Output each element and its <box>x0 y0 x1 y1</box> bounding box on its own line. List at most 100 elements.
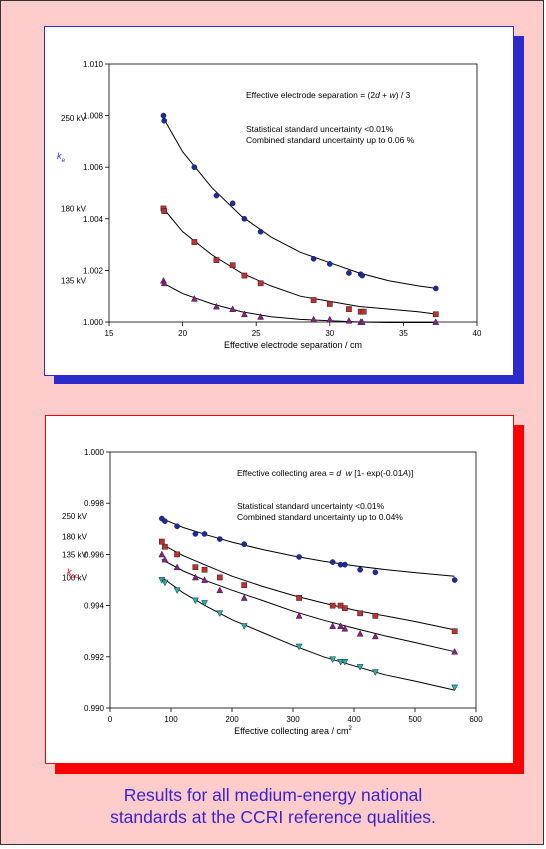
x-tick-label: 35 <box>399 329 408 338</box>
collecting-area-chart: 0.990 0.992 0.994 0.996 0.998 1.000 0 100 200 300… <box>62 448 483 736</box>
data-point <box>341 624 349 632</box>
data-point <box>229 262 236 269</box>
caption: Results for all medium-energy national s… <box>0 784 546 828</box>
data-point <box>337 622 344 629</box>
data-point <box>174 551 180 558</box>
formula-text: Effective collecting area = d w [1- exp(… <box>237 468 413 478</box>
data-point <box>241 310 248 318</box>
electrode-separation-chart: 1.000 1.002 1.004 1.006 1.008 1.010 15 20 25 30 35… <box>57 60 482 350</box>
y-tick-label: 1.006 <box>83 163 104 172</box>
data-point <box>173 563 181 571</box>
data-point <box>329 656 337 664</box>
data-point <box>329 622 337 629</box>
x-tick-label: 15 <box>105 329 114 338</box>
data-point <box>216 536 223 542</box>
series-180-kv <box>160 205 439 318</box>
data-point <box>337 659 344 666</box>
fit-curve <box>161 518 455 577</box>
data-point <box>326 261 333 267</box>
y-tick-label: 0.996 <box>84 550 105 559</box>
series-label: 100 kV <box>62 573 88 582</box>
plot-area <box>109 451 477 709</box>
data-point <box>451 647 459 655</box>
data-point <box>357 566 363 573</box>
x-tick-label: 25 <box>252 329 261 338</box>
formula-text: Effective electrode separation = (2d + w… <box>246 90 411 100</box>
data-point <box>432 318 440 325</box>
top-chart-panel: 1.000 1.002 1.004 1.006 1.008 1.010 15 20 25 30 35… <box>44 26 514 376</box>
data-point <box>310 255 317 262</box>
y-tick-label: 0.994 <box>84 602 105 611</box>
y-axis-label: ke <box>57 151 66 164</box>
y-tick-label: 1.004 <box>83 215 104 224</box>
data-point <box>371 669 379 676</box>
y-tick-label: 1.000 <box>84 448 105 457</box>
data-point <box>229 305 237 312</box>
data-point <box>296 554 302 560</box>
y-tick-label: 1.008 <box>83 112 104 121</box>
data-point <box>159 538 165 545</box>
uncertainty-statistical: Statistical standard uncertainty <0.01% <box>246 124 394 134</box>
data-point <box>357 610 363 617</box>
data-point <box>295 643 303 651</box>
data-point <box>191 597 199 605</box>
data-point <box>356 664 364 671</box>
x-tick-label: 200 <box>225 715 239 724</box>
data-point <box>257 280 264 287</box>
data-point <box>359 272 366 279</box>
x-tick-label: 600 <box>469 715 483 724</box>
data-point <box>241 582 248 588</box>
data-point <box>192 564 199 571</box>
data-point <box>329 602 336 609</box>
series-100-kv <box>158 576 459 692</box>
data-point <box>346 270 352 276</box>
fit-curve <box>163 208 438 315</box>
x-tick-label: 100 <box>164 715 178 724</box>
data-point <box>161 555 169 563</box>
y-tick-label: 1.000 <box>83 318 104 327</box>
bottom-chart-panel: 0.990 0.992 0.994 0.996 0.998 1.000 0 100 200 300… <box>45 415 514 764</box>
series-250-kv <box>160 112 439 292</box>
x-tick-label: 300 <box>286 715 300 724</box>
data-point <box>191 573 199 581</box>
data-point <box>162 518 168 524</box>
series-135-kv <box>160 276 440 325</box>
series-label: 135 kV <box>61 277 87 286</box>
data-point <box>240 623 248 630</box>
fit-curve <box>161 543 455 631</box>
data-point <box>257 228 264 235</box>
data-point <box>345 316 353 324</box>
series-135-kv <box>158 550 459 655</box>
x-tick-label: 0 <box>108 715 113 724</box>
data-point <box>240 594 248 601</box>
data-point <box>257 313 265 320</box>
data-point <box>229 200 236 207</box>
data-point <box>451 628 458 635</box>
caption-line-2: standards at the CCRI reference qualitie… <box>110 807 436 827</box>
data-point <box>158 550 166 558</box>
data-point <box>190 295 198 302</box>
x-axis-label: Effective collecting area / cm2 <box>234 726 352 736</box>
data-point <box>371 632 379 640</box>
data-point <box>213 302 220 310</box>
data-point <box>174 523 180 530</box>
x-tick-label: 20 <box>178 329 187 338</box>
y-tick-label: 0.990 <box>84 704 105 713</box>
data-point <box>360 308 367 315</box>
data-point <box>191 239 198 245</box>
data-point <box>451 684 459 692</box>
data-point <box>356 630 364 637</box>
x-tick-label: 500 <box>408 715 422 724</box>
data-point <box>191 164 198 171</box>
data-point <box>213 192 220 199</box>
y-tick-label: 0.992 <box>84 653 105 662</box>
series-180-kv <box>159 538 458 635</box>
data-point <box>342 561 348 568</box>
uncertainty-statistical: Statistical standard uncertainty <0.01% <box>237 501 385 511</box>
series-label: 180 kV <box>61 204 87 213</box>
y-tick-label: 1.010 <box>83 60 104 69</box>
data-point <box>216 574 223 581</box>
data-point <box>326 315 334 323</box>
data-point <box>341 659 349 666</box>
uncertainty-combined: Combined standard uncertainty up to 0.06… <box>246 135 415 145</box>
